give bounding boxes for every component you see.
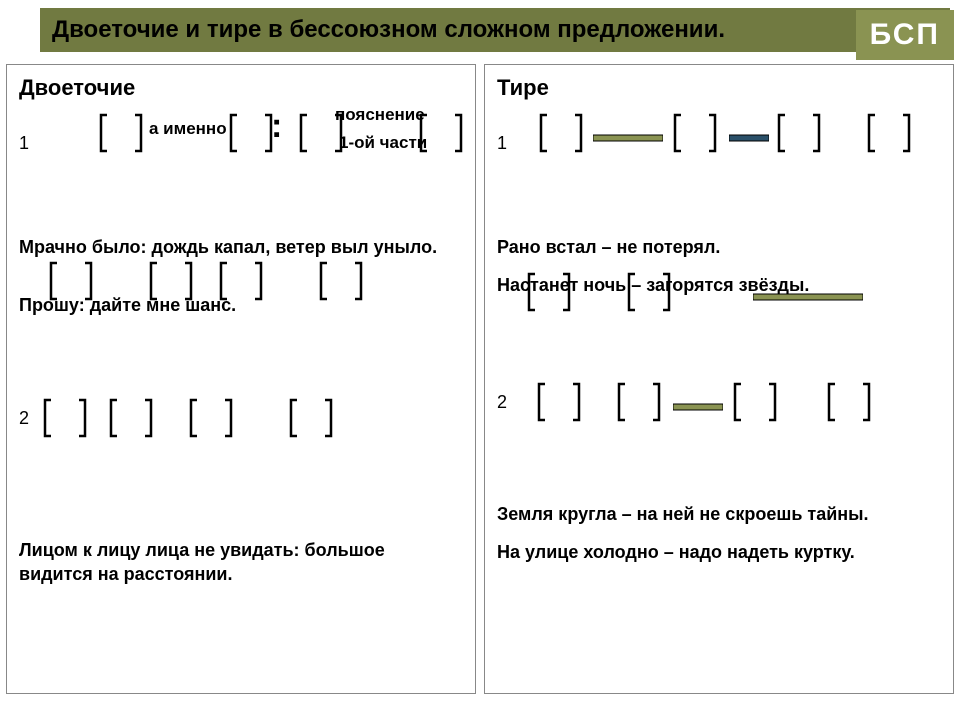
- col-dash: Тире 1 Рано встал – не потерял. Настанет…: [484, 64, 954, 694]
- header-bar: Двоеточие и тире в бессоюзном сложном пр…: [40, 8, 950, 52]
- bracket-icon: [733, 382, 777, 422]
- bracket-icon: [827, 382, 871, 422]
- right-mid-brackets: [497, 272, 941, 322]
- example-text: Лицом к лицу лица не увидать: большое ви…: [19, 538, 463, 587]
- left-row2: 2: [19, 398, 463, 458]
- badge: БСП: [856, 10, 954, 60]
- label-explain2: 1-ой части: [339, 133, 427, 153]
- bracket-icon: [229, 113, 273, 153]
- bracket-icon: [189, 398, 233, 438]
- bracket-icon: [673, 113, 717, 153]
- example-text: Мрачно было: дождь капал, ветер выл уныл…: [19, 235, 463, 259]
- bracket-icon: [867, 113, 911, 153]
- bracket-icon: [527, 272, 571, 312]
- bracket-icon: [109, 398, 153, 438]
- bracket-icon: [537, 382, 581, 422]
- row-num: 2: [497, 392, 507, 413]
- label-namely: а именно: [149, 119, 227, 139]
- dash-icon: [673, 398, 723, 406]
- row-num: 1: [497, 133, 507, 154]
- bracket-icon: [539, 113, 583, 153]
- bracket-icon: [99, 113, 143, 153]
- example-text: Земля кругла – на ней не скроешь тайны.: [497, 502, 941, 526]
- bracket-icon: [777, 113, 821, 153]
- dash-icon: [729, 129, 769, 137]
- example-text: Прошу: дайте мне шанс.: [19, 293, 463, 317]
- right-row1: 1: [497, 105, 941, 175]
- dash-icon: [593, 129, 663, 137]
- row-num: 1: [19, 133, 29, 154]
- page-title: Двоеточие и тире в бессоюзном сложном пр…: [52, 16, 725, 43]
- example-text: Рано встал – не потерял.: [497, 235, 941, 259]
- left-row1: 1 а именно : пояснение 1-ой части: [19, 105, 463, 175]
- colon-icon: :: [271, 107, 282, 146]
- right-row2: 2: [497, 382, 941, 442]
- example-text: На улице холодно – надо надеть куртку.: [497, 540, 941, 564]
- col-title-right: Тире: [497, 75, 941, 101]
- row-num: 2: [19, 408, 29, 429]
- columns: Двоеточие 1 а именно : пояснение 1-ой ча…: [0, 64, 960, 694]
- label-explain1: пояснение: [335, 105, 425, 125]
- bracket-icon: [289, 398, 333, 438]
- bracket-icon: [419, 113, 463, 153]
- bracket-icon: [43, 398, 87, 438]
- bracket-icon: [617, 382, 661, 422]
- col-colon: Двоеточие 1 а именно : пояснение 1-ой ча…: [6, 64, 476, 694]
- col-title-left: Двоеточие: [19, 75, 463, 101]
- bracket-icon: [627, 272, 671, 312]
- dash-icon: [753, 288, 863, 296]
